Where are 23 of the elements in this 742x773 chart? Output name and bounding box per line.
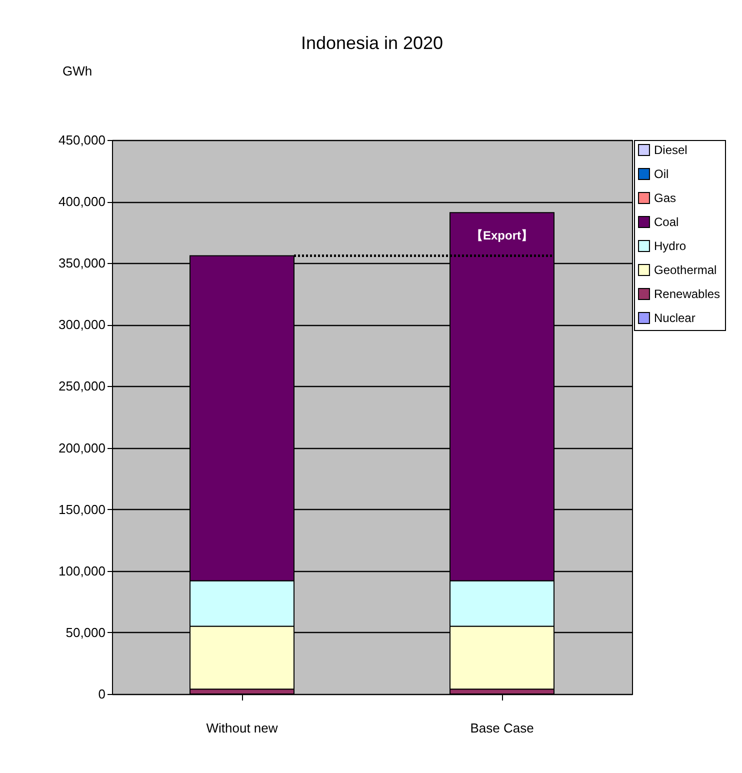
legend-label: Coal (654, 215, 679, 229)
legend-label: Gas (654, 191, 676, 205)
ref-line-label: 【Export】 (470, 228, 534, 243)
x-tick-label: Without new (206, 720, 278, 736)
legend-label: Oil (654, 167, 669, 181)
legend-label: Geothermal (654, 263, 717, 277)
legend-label: Renewables (654, 287, 720, 301)
legend-label: Diesel (654, 143, 688, 157)
chart-title: Indonesia in 2020 (300, 33, 444, 53)
y-tick-label: 400,000 (58, 194, 106, 210)
y-tick-label: 200,000 (58, 440, 106, 456)
y-axis-title: GWh (62, 64, 92, 78)
y-tick-label: 0 (98, 686, 106, 702)
x-tick-label: Base Case (470, 720, 534, 736)
legend-label: Nuclear (654, 311, 696, 325)
y-tick-label: 350,000 (58, 256, 106, 271)
y-tick-label: 50,000 (66, 624, 106, 640)
legend-label: Hydro (654, 239, 686, 253)
y-tick-label: 100,000 (58, 563, 106, 578)
y-tick-label: 300,000 (58, 317, 106, 332)
y-tick-label: 250,000 (58, 378, 106, 394)
y-tick-label: 150,000 (58, 502, 106, 517)
y-tick-label: 450,000 (58, 132, 106, 148)
